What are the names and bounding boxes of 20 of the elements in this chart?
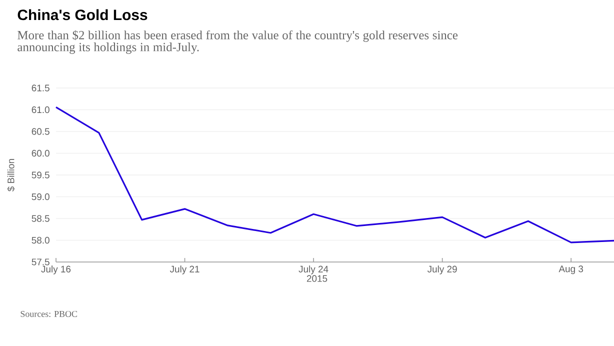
y-tick-label: 60.5 — [32, 128, 50, 135]
y-tick-label: 60.0 — [32, 150, 50, 157]
y-tick-label: 58.0 — [32, 236, 50, 244]
x-tick-label: July 21 — [170, 266, 200, 274]
y-tick-label: 59.5 — [32, 172, 50, 178]
chart-title: China's Gold Loss — [18, 9, 148, 20]
y-axis-title: $ Billion — [7, 159, 15, 192]
y-tick-label: 61.0 — [32, 106, 50, 114]
x-tick-label: July 16 — [41, 266, 71, 274]
source-note: Sources: PBOC — [20, 310, 77, 318]
y-tick-label: 58.5 — [32, 215, 50, 222]
x-axis-title: 2015 — [306, 275, 328, 282]
line-series — [55, 106, 614, 244]
x-tick-label: July 24 — [298, 266, 328, 274]
y-tick-label: 61.5 — [32, 84, 50, 92]
y-tick-label: 59.0 — [32, 193, 50, 200]
x-tick-label: July 29 — [427, 266, 457, 274]
chart-subtitle: More than $2 billion has been erased from the value of the country's gold reserves since announcing its holdings in mid-July. — [18, 30, 458, 54]
y-tick-label: 57.5 — [32, 258, 50, 266]
x-tick-label: Aug 3 — [558, 266, 584, 274]
